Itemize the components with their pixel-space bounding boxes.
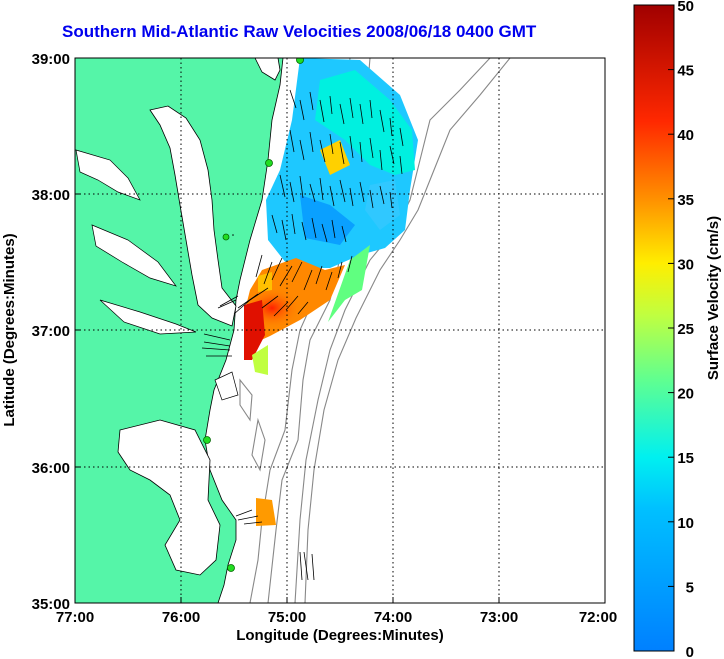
- colorbar-tick-label: 50: [677, 0, 694, 15]
- hf-radar-stations: [203, 58, 304, 572]
- colorbar-tick-label: 5: [686, 579, 694, 596]
- grid-lines: [75, 58, 605, 603]
- x-axis-label: Longitude (Degrees:Minutes): [236, 627, 444, 644]
- colorbar-tick-label: 10: [677, 515, 694, 532]
- y-tick-label: 37:00: [32, 323, 70, 340]
- colorbar-tick-label: 0: [686, 644, 694, 659]
- velocity-field: [201, 58, 418, 581]
- chesapeake-bay: [149, 105, 237, 327]
- y-axis-label: Latitude (Degrees:Minutes): [1, 233, 18, 426]
- y-tick-label: 39:00: [32, 51, 70, 68]
- y-tick-label: 35:00: [32, 596, 70, 613]
- y-tick-label: 38:00: [32, 187, 70, 204]
- x-tick-label: 74:00: [374, 609, 412, 626]
- delaware-bay: [254, 58, 281, 81]
- colorbar-tick-label: 40: [677, 127, 694, 144]
- colorbar-tick-label: 45: [677, 63, 694, 80]
- colorbar-tick-label: 15: [677, 450, 694, 467]
- colorbar-label: Surface Velocity (cm/s): [705, 216, 722, 380]
- colorbar-tick-label: 20: [677, 386, 694, 403]
- x-tick-label: 72:00: [579, 609, 617, 626]
- colorbar-tick-label: 35: [677, 192, 694, 209]
- x-tick-label: 76:00: [162, 609, 200, 626]
- pamlico-sound: [117, 419, 221, 576]
- x-tick-label: 73:00: [480, 609, 518, 626]
- x-tick-label: 75:00: [268, 609, 306, 626]
- x-tick-label: 77:00: [56, 609, 94, 626]
- tick-marks: [75, 193, 500, 603]
- colorbar-tick-label: 30: [677, 256, 694, 273]
- colorbar-tick-label: 25: [677, 321, 694, 338]
- colorbar: 50 45 40 35 30 25 20 15 10 5 0 Surface V…: [633, 0, 722, 659]
- y-tick-label: 36:00: [32, 460, 70, 477]
- map-title: Southern Mid-Atlantic Raw Velocities 200…: [62, 22, 537, 41]
